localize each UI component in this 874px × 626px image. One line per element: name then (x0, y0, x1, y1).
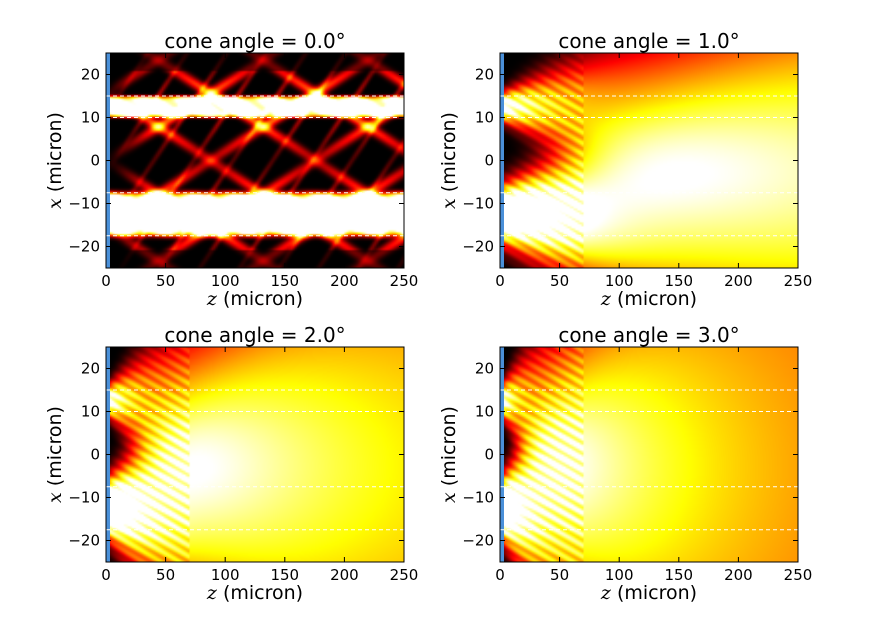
x-tick-label: 50 (156, 566, 175, 584)
y-tick-label: 20 (81, 360, 100, 378)
x-tick-label: 0 (101, 272, 111, 290)
x-axis-label: z (micron) (600, 288, 697, 310)
x-tick-label: 150 (664, 272, 693, 290)
x-tick-label: 250 (784, 566, 813, 584)
x-tick-label: 200 (724, 272, 753, 290)
x-axis-label: z (micron) (206, 288, 303, 310)
x-tick-label: 0 (101, 566, 111, 584)
x-tick-label: 150 (270, 272, 299, 290)
x-axis-label: z (micron) (600, 582, 697, 604)
y-tick-label: 0 (90, 152, 100, 170)
panel-3: 0 50 100 150 200 250 −20 −10 0 10 20 cone angle = 2… (44, 323, 418, 604)
x-tick-label: 100 (211, 272, 240, 290)
heatmap-image (106, 347, 404, 562)
y-tick-label: 0 (484, 446, 494, 464)
x-tick-label: 200 (330, 272, 359, 290)
chart-title: cone angle = 1.0° (558, 29, 739, 53)
y-tick-label: 10 (475, 403, 494, 421)
x-tick-label: 200 (330, 566, 359, 584)
x-tick-label: 100 (605, 566, 634, 584)
heatmap-image (106, 53, 404, 268)
y-tick-label: 10 (81, 403, 100, 421)
chart-title: cone angle = 2.0° (164, 323, 345, 347)
y-tick-label: 10 (475, 109, 494, 127)
y-tick-label: 0 (90, 446, 100, 464)
y-tick-label: −10 (462, 195, 494, 213)
x-tick-label: 0 (495, 272, 505, 290)
y-tick-label: 20 (475, 360, 494, 378)
x-tick-label: 50 (550, 566, 569, 584)
x-tick-label: 100 (605, 272, 634, 290)
y-tick-label: −20 (68, 532, 100, 550)
y-tick-label: 20 (81, 66, 100, 84)
heatmap-image (500, 347, 798, 562)
y-tick-label: −20 (462, 532, 494, 550)
y-axis-label: x (micron) (438, 112, 460, 209)
y-tick-label: −10 (68, 489, 100, 507)
chart-title: cone angle = 3.0° (558, 323, 739, 347)
y-tick-label: −10 (462, 489, 494, 507)
x-tick-label: 150 (664, 566, 693, 584)
x-tick-label: 100 (211, 566, 240, 584)
x-tick-label: 250 (390, 272, 419, 290)
y-tick-label: −20 (462, 238, 494, 256)
panel-4: 0 50 100 150 200 250 −20 −10 0 10 20 cone angle = 3… (438, 323, 812, 604)
y-tick-label: −10 (68, 195, 100, 213)
panel-1: 0 50 100 150 200 250 −20 −10 0 10 20 cone angle = 0… (44, 29, 418, 310)
y-axis-label: x (micron) (44, 112, 66, 209)
y-axis-label: x (micron) (44, 406, 66, 503)
x-tick-label: 200 (724, 566, 753, 584)
x-tick-label: 0 (495, 566, 505, 584)
x-tick-label: 250 (390, 566, 419, 584)
chart-title: cone angle = 0.0° (164, 29, 345, 53)
y-tick-label: 20 (475, 66, 494, 84)
x-axis-label: z (micron) (206, 582, 303, 604)
y-tick-label: 10 (81, 109, 100, 127)
panel-2: 0 50 100 150 200 250 −20 −10 0 10 20 cone angle = 1… (438, 29, 812, 310)
x-tick-label: 50 (550, 272, 569, 290)
y-axis-label: x (micron) (438, 406, 460, 503)
heatmap-image (500, 53, 798, 268)
y-tick-label: −20 (68, 238, 100, 256)
x-tick-label: 150 (270, 566, 299, 584)
x-tick-label: 250 (784, 272, 813, 290)
y-tick-label: 0 (484, 152, 494, 170)
x-tick-label: 50 (156, 272, 175, 290)
